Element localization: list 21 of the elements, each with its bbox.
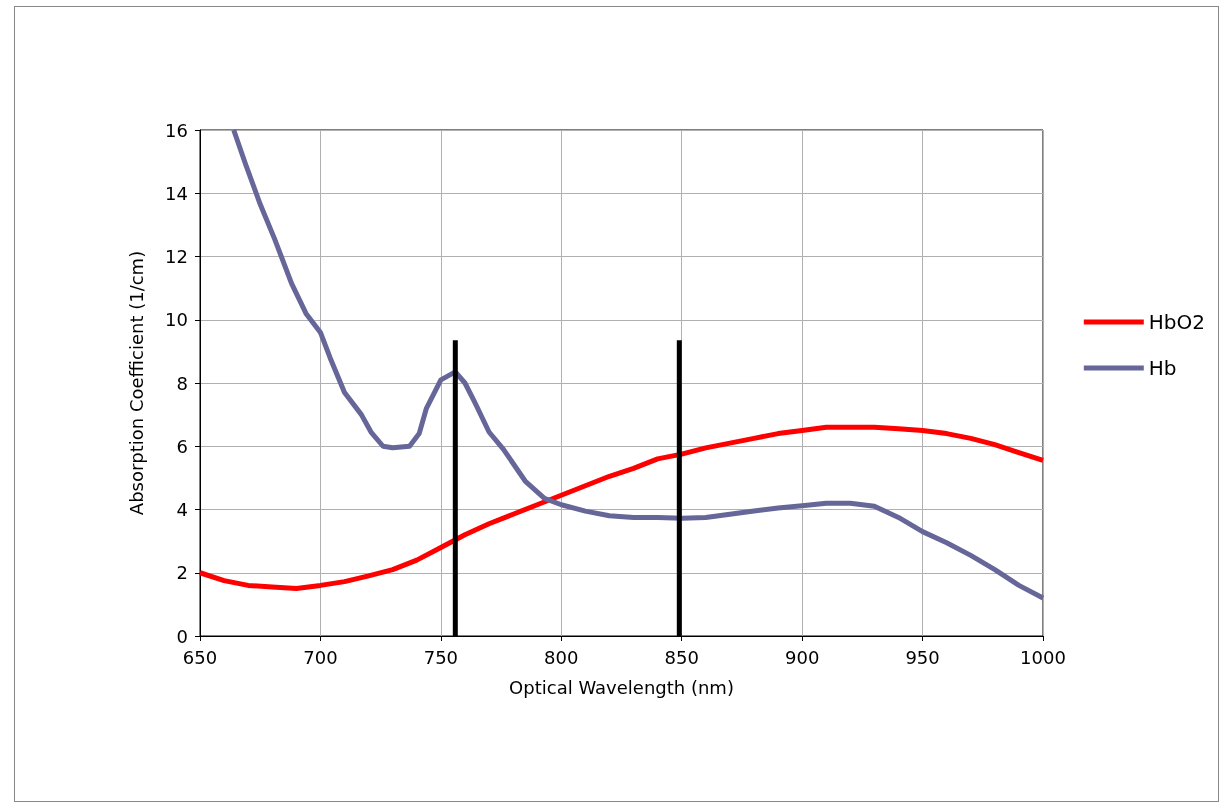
y-tick-label: 4 [176,499,188,520]
y-axis-title: Absorption Coefficient (1/cm) [125,250,147,516]
x-tick-label: 700 [303,646,338,668]
y-tick-label: 12 [165,246,188,267]
x-tick-label: 900 [784,646,820,668]
x-tick-label: 650 [182,646,218,668]
y-tick-label: 0 [176,625,188,647]
legend-label: HbO2 [1148,310,1205,334]
x-axis-title: Optical Wavelength (nm) [509,676,734,698]
x-tick-label: 750 [423,646,459,668]
legend-label: Hb [1148,356,1177,380]
x-tick-label: 1000 [1020,646,1066,668]
y-tick-label: 6 [176,435,188,457]
y-tick-label: 14 [165,182,188,204]
y-tick-label: 8 [176,372,188,394]
x-tick-label: 850 [664,646,699,668]
y-tick-label: 10 [165,309,188,331]
x-tick-label: 800 [544,646,579,668]
y-tick-label: 2 [176,562,188,584]
x-tick-label: 950 [905,646,940,668]
y-tick-label: 16 [165,119,188,141]
